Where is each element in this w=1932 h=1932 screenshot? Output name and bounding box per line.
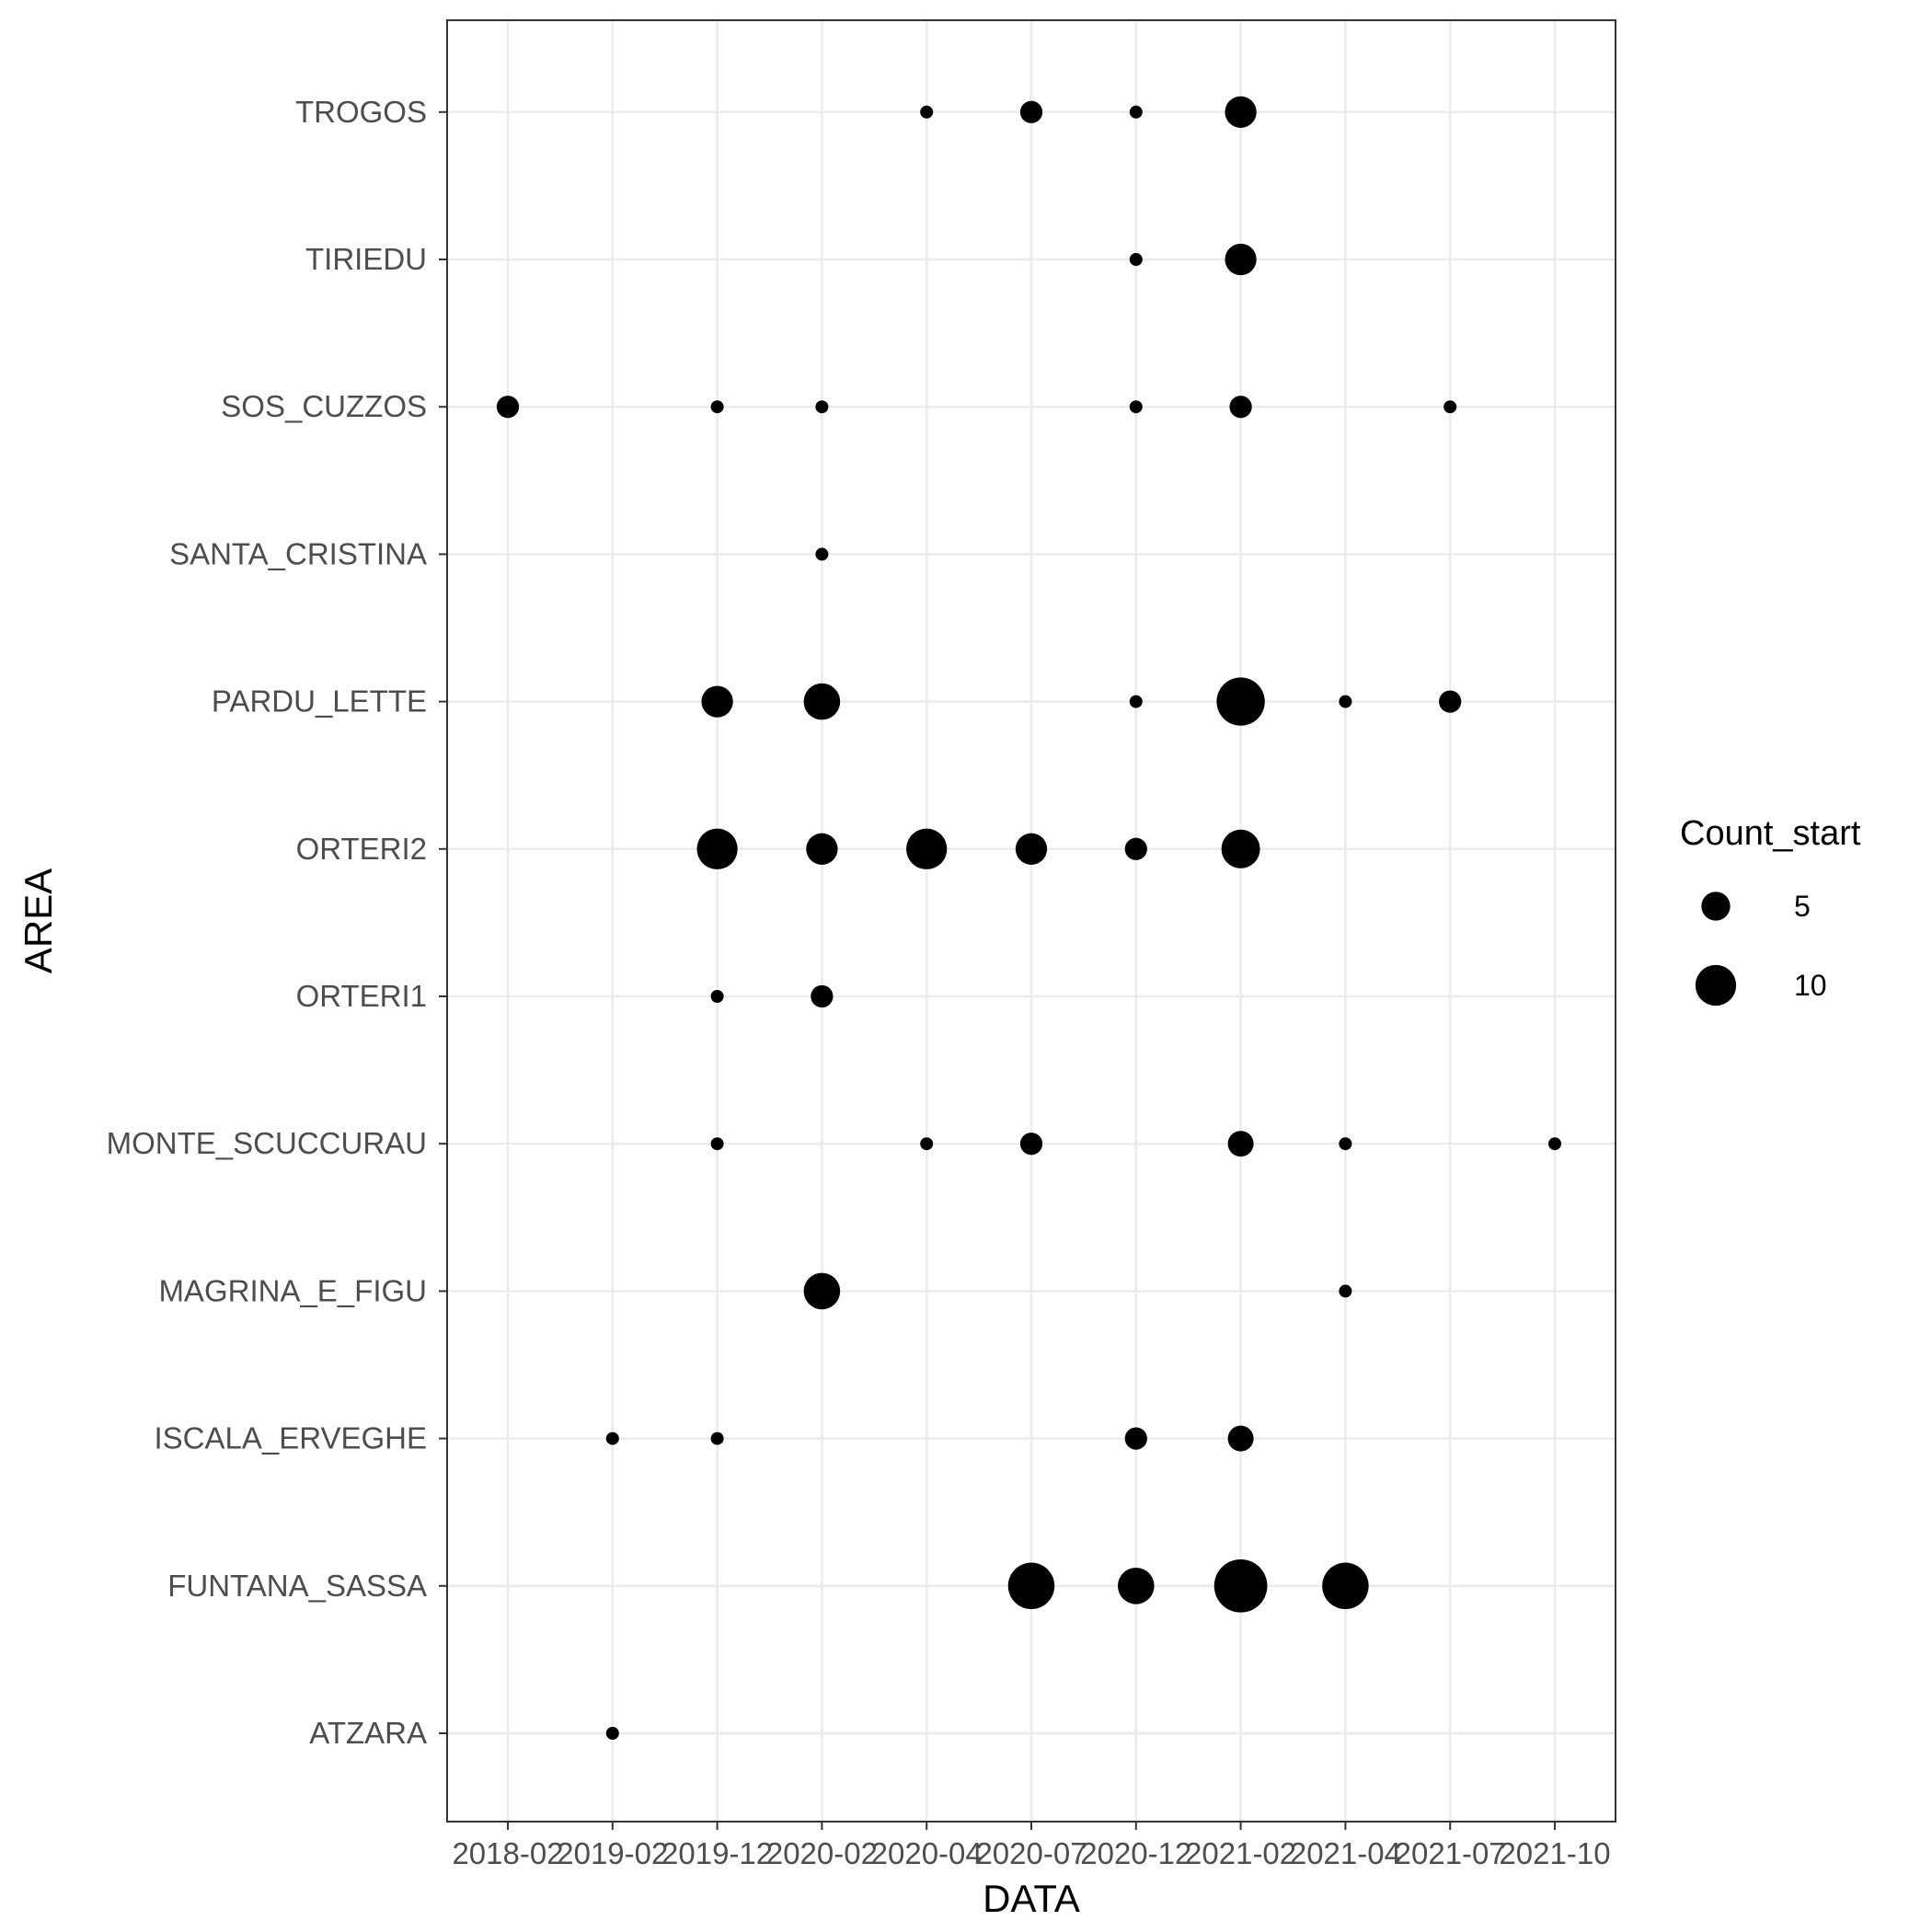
legend-label: 5 bbox=[1794, 890, 1811, 923]
data-points bbox=[496, 96, 1561, 1740]
y-tick-label: PARDU_LETTE bbox=[212, 684, 427, 719]
data-point bbox=[1339, 1137, 1352, 1151]
data-point bbox=[815, 547, 829, 561]
y-tick-label: SANTA_CRISTINA bbox=[169, 536, 427, 570]
y-tick-label: ATZARA bbox=[309, 1716, 427, 1750]
data-point bbox=[920, 1137, 934, 1151]
data-point bbox=[1439, 690, 1462, 713]
data-point bbox=[1129, 105, 1143, 119]
data-point bbox=[920, 105, 934, 119]
data-point bbox=[710, 990, 724, 1003]
data-point bbox=[1227, 1131, 1254, 1157]
data-point bbox=[1124, 1427, 1147, 1450]
data-point bbox=[710, 1137, 724, 1151]
data-point bbox=[1015, 833, 1048, 865]
data-point bbox=[710, 400, 724, 414]
data-point bbox=[701, 685, 733, 718]
x-tick-label: 2018-02 bbox=[452, 1836, 563, 1870]
y-tick-label: SOS_CUZZOS bbox=[221, 389, 427, 423]
data-point bbox=[496, 396, 520, 419]
legend-label: 10 bbox=[1794, 969, 1827, 1002]
data-point bbox=[605, 1432, 619, 1445]
data-point bbox=[605, 1727, 619, 1740]
data-point bbox=[1118, 1568, 1155, 1604]
x-axis-title: DATA bbox=[983, 1877, 1080, 1920]
data-point bbox=[1019, 100, 1043, 123]
x-tick-label: 2019-12 bbox=[661, 1836, 773, 1870]
data-point bbox=[1007, 1562, 1055, 1610]
data-point bbox=[803, 1272, 841, 1310]
x-tick-label: 2020-04 bbox=[871, 1836, 983, 1870]
legend: Count_start 5 10 bbox=[1680, 814, 1861, 1006]
y-tick-label: ORTERI1 bbox=[296, 979, 427, 1013]
data-point bbox=[803, 683, 841, 720]
data-point bbox=[1019, 1133, 1043, 1156]
data-point bbox=[1124, 837, 1147, 860]
data-point bbox=[1339, 695, 1352, 708]
y-tick-label: MAGRINA_E_FIGU bbox=[158, 1273, 427, 1307]
x-tick-label: 2021-02 bbox=[1185, 1836, 1296, 1870]
data-point bbox=[815, 400, 829, 414]
data-point bbox=[1225, 96, 1257, 128]
data-point bbox=[696, 828, 738, 869]
data-point bbox=[1129, 695, 1143, 708]
x-tick-label: 2021-07 bbox=[1395, 1836, 1506, 1870]
x-tick-label: 2020-02 bbox=[766, 1836, 878, 1870]
y-axis-ticks: ATZARA FUNTANA_SASSA ISCALA_ERVEGHE MAGRINA… bbox=[107, 95, 447, 1750]
x-axis-ticks: 2018-022019-022019-122020-022020-042020-… bbox=[452, 1822, 1611, 1870]
data-point bbox=[1548, 1137, 1561, 1151]
x-tick-label: 2019-02 bbox=[557, 1836, 668, 1870]
data-point bbox=[811, 984, 834, 1008]
data-point bbox=[1339, 1284, 1352, 1298]
data-point bbox=[1225, 243, 1257, 276]
data-point bbox=[1216, 677, 1265, 726]
y-tick-label: FUNTANA_SASSA bbox=[167, 1569, 427, 1603]
legend-key bbox=[1695, 964, 1737, 1006]
data-point bbox=[806, 833, 838, 865]
data-point bbox=[1129, 400, 1143, 414]
data-point bbox=[1221, 829, 1260, 868]
y-axis-title: AREA bbox=[17, 868, 60, 973]
y-tick-label: MONTE_SCUCCURAU bbox=[107, 1126, 427, 1160]
data-point bbox=[906, 828, 948, 869]
legend-title: Count_start bbox=[1680, 814, 1861, 853]
data-point bbox=[1443, 400, 1457, 414]
data-point bbox=[1322, 1562, 1369, 1610]
y-tick-label: TIRIEDU bbox=[305, 242, 427, 276]
y-tick-label: ISCALA_ERVEGHE bbox=[154, 1421, 427, 1455]
data-point bbox=[1129, 253, 1143, 266]
data-point bbox=[1229, 396, 1252, 419]
grid-lines bbox=[447, 20, 1616, 1822]
x-tick-label: 2020-07 bbox=[975, 1836, 1087, 1870]
x-tick-label: 2020-12 bbox=[1080, 1836, 1191, 1870]
data-point bbox=[1213, 1558, 1268, 1613]
x-tick-label: 2021-10 bbox=[1499, 1836, 1610, 1870]
x-tick-label: 2021-04 bbox=[1290, 1836, 1401, 1870]
data-point bbox=[1227, 1425, 1254, 1452]
data-point bbox=[710, 1432, 724, 1445]
legend-key bbox=[1701, 891, 1731, 921]
y-tick-label: TROGOS bbox=[295, 95, 427, 129]
y-tick-label: ORTERI2 bbox=[296, 832, 427, 866]
